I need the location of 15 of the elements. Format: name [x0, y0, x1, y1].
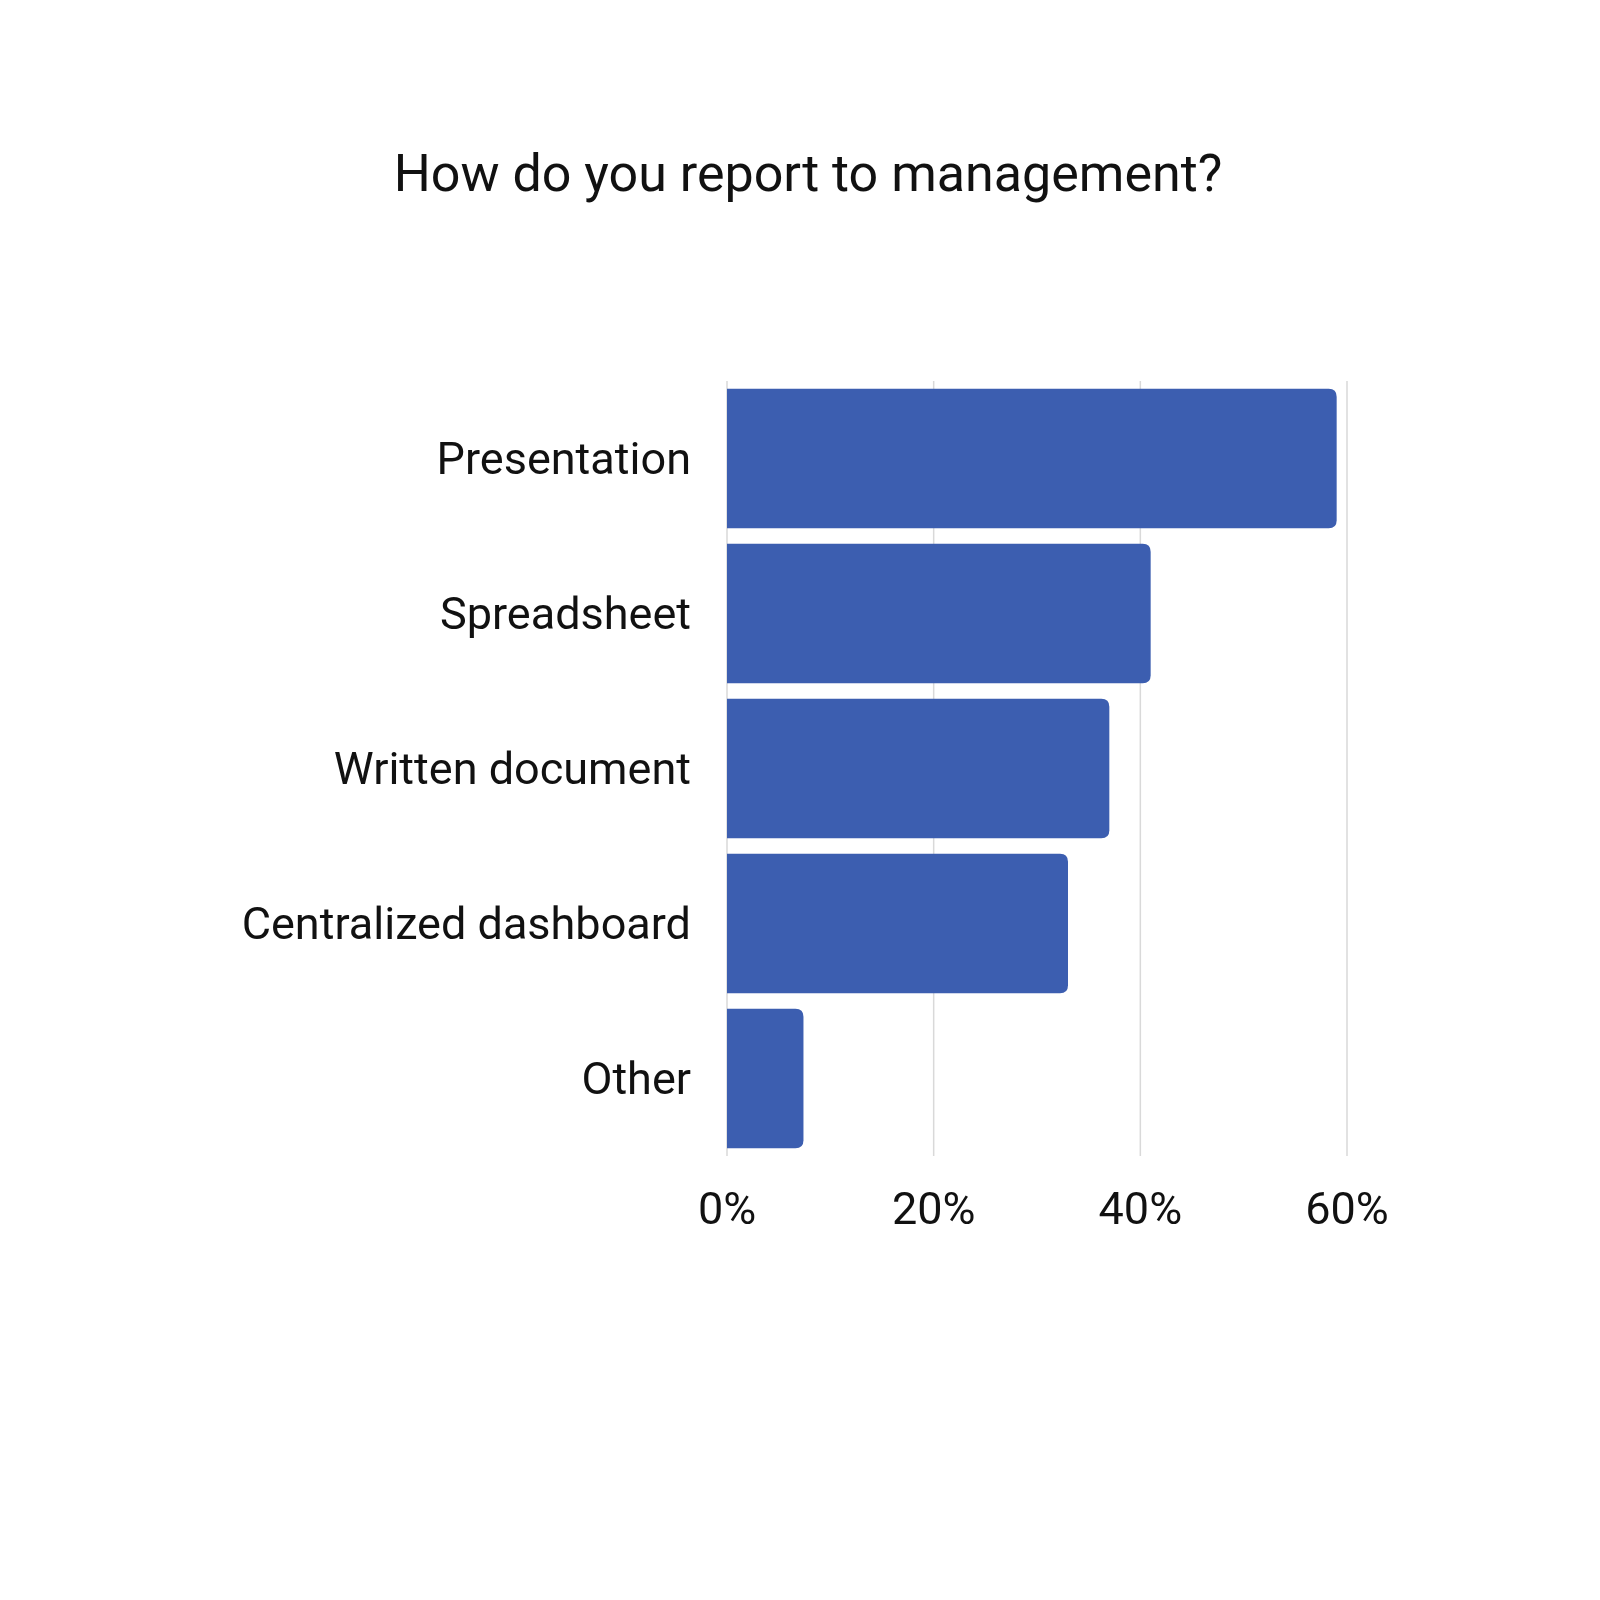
bar: [727, 543, 1151, 684]
y-tick-label: Other: [581, 1052, 691, 1106]
x-tick-label: 40%: [1098, 1182, 1183, 1235]
chart-title: How do you report to management?: [393, 143, 1223, 204]
bar: [727, 853, 1068, 994]
bar: [727, 388, 1337, 529]
bar: [727, 1008, 804, 1149]
x-tick-label: 60%: [1305, 1182, 1389, 1235]
x-tick-label: 0%: [697, 1182, 757, 1235]
y-tick-label: Written document: [333, 742, 691, 796]
bar: [727, 698, 1110, 839]
x-tick-label: 20%: [891, 1182, 976, 1235]
y-tick-label: Presentation: [436, 432, 691, 486]
y-tick-label: Centralized dashboard: [241, 897, 691, 951]
y-tick-label: Spreadsheet: [440, 587, 691, 641]
